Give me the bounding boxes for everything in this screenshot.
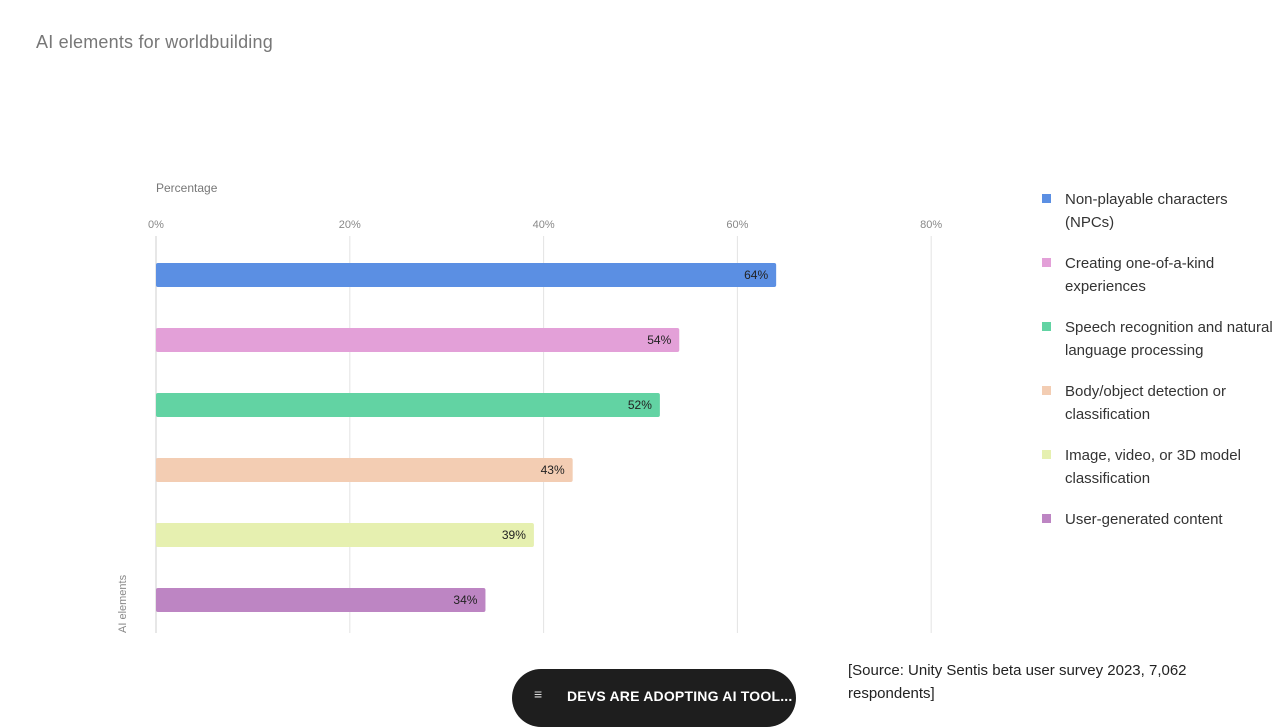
story-nav-button[interactable]: ≡ DEVS ARE ADOPTING AI TOOL... bbox=[512, 669, 796, 727]
legend-label: Non-playable characters (NPCs) bbox=[1065, 191, 1228, 231]
bar-value-label: 43% bbox=[541, 463, 565, 477]
legend-swatch bbox=[1042, 450, 1051, 459]
x-tick-label: 80% bbox=[920, 219, 942, 231]
y-axis-title: AI elements bbox=[117, 574, 129, 633]
legend: Non-playable characters (NPCs) Creating o… bbox=[1040, 188, 1276, 549]
x-tick-label: 20% bbox=[339, 219, 361, 231]
legend-item[interactable]: User-generated content bbox=[1040, 508, 1276, 531]
legend-item[interactable]: Image, video, or 3D model classification bbox=[1040, 444, 1276, 490]
legend-label: Creating one-of-a-kind experiences bbox=[1065, 255, 1215, 295]
x-tick-label: 0% bbox=[148, 219, 164, 231]
legend-swatch bbox=[1042, 322, 1051, 331]
legend-swatch bbox=[1042, 386, 1051, 395]
bar[interactable] bbox=[156, 523, 534, 547]
bar[interactable] bbox=[156, 263, 777, 287]
story-nav-label: DEVS ARE ADOPTING AI TOOL... bbox=[567, 688, 793, 704]
chart-title: AI elements for worldbuilding bbox=[36, 32, 273, 52]
bar[interactable] bbox=[156, 458, 573, 482]
legend-item[interactable]: Creating one-of-a-kind experiences bbox=[1040, 252, 1276, 298]
legend-item[interactable]: Body/object detection or classification bbox=[1040, 380, 1276, 426]
legend-item[interactable]: Speech recognition and natural language … bbox=[1040, 316, 1276, 362]
bar-chart: Percentage AI elements 0% 20% 40% 60% 80% 64… bbox=[117, 181, 942, 633]
legend-label: Body/object detection or classification bbox=[1065, 383, 1226, 423]
legend-swatch bbox=[1042, 194, 1051, 203]
legend-label: User-generated content bbox=[1065, 511, 1223, 528]
source-note: [Source: Unity Sentis beta user survey 2… bbox=[848, 662, 1187, 702]
menu-icon: ≡ bbox=[534, 686, 543, 702]
bar-value-label: 52% bbox=[628, 398, 652, 412]
bar-value-label: 39% bbox=[502, 528, 526, 542]
bar-value-label: 34% bbox=[453, 593, 477, 607]
bar-value-label: 64% bbox=[744, 268, 768, 282]
x-tick-label: 40% bbox=[533, 219, 555, 231]
bar[interactable] bbox=[156, 393, 660, 417]
legend-label: Image, video, or 3D model classification bbox=[1065, 447, 1241, 487]
legend-swatch bbox=[1042, 258, 1051, 267]
legend-item[interactable]: Non-playable characters (NPCs) bbox=[1040, 188, 1276, 234]
bar-value-label: 54% bbox=[647, 333, 671, 347]
legend-label: Speech recognition and natural language … bbox=[1065, 319, 1273, 359]
x-tick-label: 60% bbox=[726, 219, 748, 231]
bar[interactable] bbox=[156, 588, 486, 612]
legend-swatch bbox=[1042, 514, 1051, 523]
bar[interactable] bbox=[156, 328, 680, 352]
x-axis-title: Percentage bbox=[156, 181, 218, 195]
